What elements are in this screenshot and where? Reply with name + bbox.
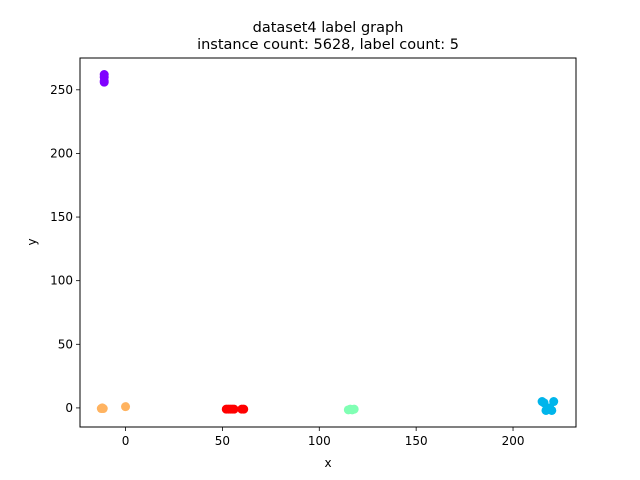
- x-tick-label-0: 0: [122, 434, 130, 448]
- data-point-s1-p3: [121, 402, 131, 412]
- y-tick-label-200: 200: [50, 146, 73, 160]
- x-axis-label: x: [324, 456, 331, 470]
- x-axis: 0 50 100 150 200: [122, 427, 525, 448]
- data-point-s4-p6: [545, 403, 555, 413]
- x-tick-label-50: 50: [215, 434, 230, 448]
- data-point-s3-p3: [349, 404, 359, 414]
- data-point-s2-p4: [229, 404, 239, 414]
- chart-subtitle: instance count: 5628, label count: 5: [197, 37, 459, 53]
- x-tick-label-150: 150: [405, 434, 428, 448]
- data-point-s1-p2: [98, 404, 108, 414]
- y-axis: 0 50 100 150 200 250: [50, 83, 80, 415]
- data-point-s0-p3: [99, 77, 109, 87]
- x-tick-label-100: 100: [308, 434, 331, 448]
- y-tick-label-250: 250: [50, 83, 73, 97]
- y-tick-label-150: 150: [50, 210, 73, 224]
- plot-area: [96, 70, 559, 415]
- y-axis-label: y: [25, 238, 39, 245]
- y-tick-label-50: 50: [58, 337, 73, 351]
- plot-frame: [79, 57, 577, 428]
- y-tick-label-0: 0: [65, 401, 73, 415]
- x-tick-label-200: 200: [502, 434, 525, 448]
- chart-title: dataset4 label graph: [253, 20, 404, 36]
- y-tick-label-100: 100: [50, 274, 73, 288]
- data-point-s2-p6: [239, 404, 249, 414]
